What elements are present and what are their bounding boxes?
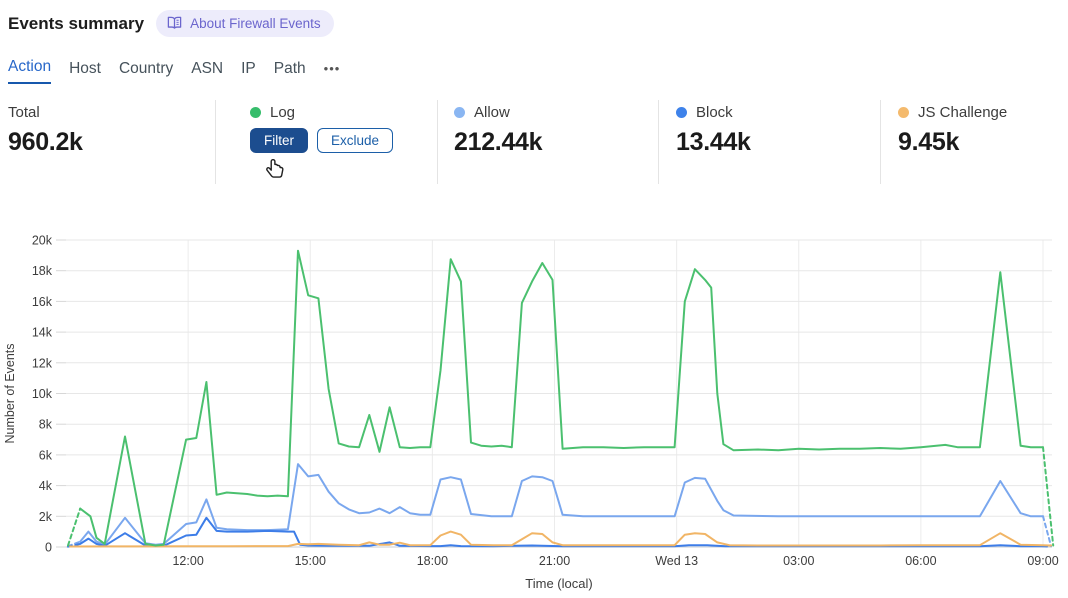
x-tick-label: 03:00 (783, 554, 814, 568)
book-icon (167, 16, 182, 29)
tab-host[interactable]: Host (69, 60, 101, 77)
events-chart: 0 2k 4k 6k 8k 10k 12k 14k 16k 18k 20k 12:00 15:00 18:… (3, 234, 1059, 592)
series-allow-line (79, 463, 1044, 546)
stat-allow-legend[interactable]: Allow (454, 104, 542, 121)
tab-country[interactable]: Country (118, 60, 174, 77)
stat-block-legend[interactable]: Block (676, 104, 751, 121)
x-axis-title: Time (local) (525, 576, 592, 591)
y-tick-label: 4k (39, 479, 53, 493)
stat-js-challenge[interactable]: JS Challenge 9.45k (898, 104, 1007, 157)
exclude-button[interactable]: Exclude (317, 128, 394, 153)
page-header: Events summary About Firewall Events (8, 10, 334, 37)
about-badge-label: About Firewall Events (190, 16, 321, 31)
x-tick-label: Wed 13 (655, 554, 698, 568)
stat-total-value: 960.2k (8, 128, 83, 156)
allow-legend-dot-icon (454, 107, 465, 118)
cursor-icon (266, 159, 284, 178)
filter-button[interactable]: Filter (250, 128, 308, 153)
stats-divider (880, 100, 881, 184)
x-tick-label: 21:00 (539, 554, 570, 568)
log-hover-actions: Filter Exclude (250, 128, 394, 153)
stat-allow[interactable]: Allow 212.44k (454, 104, 543, 157)
group-by-tabs: Action Host Country ASN IP Path ••• (8, 58, 340, 84)
y-tick-label: 10k (32, 387, 53, 401)
stat-total-label: Total (8, 104, 40, 121)
stat-js-challenge-legend[interactable]: JS Challenge (898, 104, 1007, 121)
stat-log-label: Log (270, 104, 296, 121)
stat-allow-label: Allow (474, 104, 510, 121)
x-tick-label: 15:00 (295, 554, 326, 568)
x-tick-label: 18:00 (417, 554, 448, 568)
stats-divider (215, 100, 216, 184)
stat-allow-value: 212.44k (454, 128, 543, 156)
js-challenge-legend-dot-icon (898, 107, 909, 118)
y-tick-label: 16k (32, 295, 53, 309)
y-tick-label: 18k (32, 264, 53, 278)
stat-total: Total 960.2k (8, 104, 83, 157)
y-tick-label: 12k (32, 356, 53, 370)
log-legend-dot-icon (250, 107, 261, 118)
stat-log[interactable]: Log Filter Exclude (250, 104, 394, 153)
series-block-line (79, 516, 1044, 548)
stats-divider (437, 100, 438, 184)
stat-log-legend[interactable]: Log (250, 104, 393, 121)
stat-block[interactable]: Block 13.44k (676, 104, 751, 157)
y-tick-label: 2k (39, 510, 53, 524)
more-tabs-button[interactable]: ••• (323, 61, 341, 76)
y-tick-label: 8k (39, 418, 53, 432)
series-block-dash-end (1042, 545, 1051, 548)
tab-ip[interactable]: IP (241, 60, 256, 77)
tab-path[interactable]: Path (273, 60, 306, 77)
series-log-dash-start (67, 507, 82, 547)
y-tick-label: 14k (32, 326, 53, 340)
page-title: Events summary (8, 13, 145, 33)
x-tick-label: 12:00 (172, 554, 203, 568)
series-log-dash-end (1042, 446, 1055, 547)
block-legend-dot-icon (676, 107, 687, 118)
y-axis-title: Number of Events (3, 343, 17, 443)
x-tick-label: 06:00 (905, 554, 936, 568)
y-tick-label: 0 (45, 541, 52, 555)
y-tick-label: 20k (32, 234, 53, 248)
y-tick-label: 6k (39, 448, 53, 462)
series-log-line (79, 249, 1044, 547)
stat-block-value: 13.44k (676, 128, 751, 156)
stat-js-challenge-label: JS Challenge (918, 104, 1008, 121)
about-firewall-events-badge[interactable]: About Firewall Events (156, 10, 334, 37)
stats-divider (658, 100, 659, 184)
tab-asn[interactable]: ASN (191, 60, 224, 77)
series-allow-dash-end (1042, 515, 1053, 548)
stat-block-label: Block (696, 104, 733, 121)
stat-js-challenge-value: 9.45k (898, 128, 960, 156)
x-tick-label: 09:00 (1027, 554, 1058, 568)
series-js-challenge-line (69, 530, 1053, 548)
tab-action[interactable]: Action (8, 58, 52, 84)
